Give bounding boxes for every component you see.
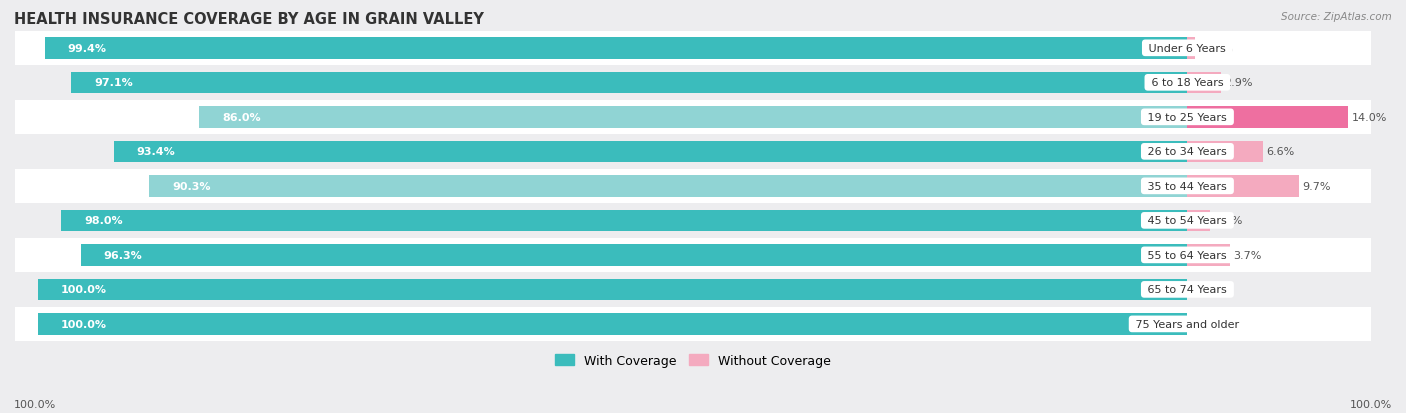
Bar bbox=[15, 66, 1371, 100]
Text: 86.0%: 86.0% bbox=[222, 113, 260, 123]
Text: 98.0%: 98.0% bbox=[84, 216, 122, 226]
Text: 35 to 44 Years: 35 to 44 Years bbox=[1144, 181, 1230, 191]
Text: 99.4%: 99.4% bbox=[67, 44, 107, 54]
Bar bbox=[38, 313, 1188, 335]
Bar bbox=[15, 238, 1371, 273]
Text: 93.4%: 93.4% bbox=[136, 147, 176, 157]
Text: 6 to 18 Years: 6 to 18 Years bbox=[1147, 78, 1227, 88]
Text: 14.0%: 14.0% bbox=[1351, 113, 1388, 123]
Text: 0.0%: 0.0% bbox=[1191, 285, 1219, 295]
Text: 2.9%: 2.9% bbox=[1225, 78, 1253, 88]
Text: 6.6%: 6.6% bbox=[1267, 147, 1295, 157]
Bar bbox=[149, 176, 1188, 197]
Text: 100.0%: 100.0% bbox=[60, 319, 107, 329]
Bar bbox=[72, 72, 1188, 94]
Text: 55 to 64 Years: 55 to 64 Years bbox=[1144, 250, 1230, 260]
Legend: With Coverage, Without Coverage: With Coverage, Without Coverage bbox=[551, 349, 835, 372]
Bar bbox=[15, 169, 1371, 204]
Bar bbox=[1188, 176, 1299, 197]
Bar bbox=[1188, 244, 1230, 266]
Text: 0.65%: 0.65% bbox=[1198, 44, 1233, 54]
Text: 100.0%: 100.0% bbox=[60, 285, 107, 295]
Bar bbox=[15, 100, 1371, 135]
Text: Source: ZipAtlas.com: Source: ZipAtlas.com bbox=[1281, 12, 1392, 22]
Text: 90.3%: 90.3% bbox=[173, 181, 211, 191]
Bar bbox=[60, 210, 1188, 232]
Text: HEALTH INSURANCE COVERAGE BY AGE IN GRAIN VALLEY: HEALTH INSURANCE COVERAGE BY AGE IN GRAI… bbox=[14, 12, 484, 27]
Text: 96.3%: 96.3% bbox=[104, 250, 142, 260]
Bar bbox=[198, 107, 1188, 128]
Text: 2.0%: 2.0% bbox=[1213, 216, 1243, 226]
Bar bbox=[80, 244, 1188, 266]
Bar bbox=[1188, 107, 1348, 128]
Bar bbox=[114, 141, 1188, 163]
Text: 9.7%: 9.7% bbox=[1302, 181, 1331, 191]
Text: 26 to 34 Years: 26 to 34 Years bbox=[1144, 147, 1230, 157]
Bar bbox=[1188, 72, 1220, 94]
Text: 100.0%: 100.0% bbox=[14, 399, 56, 409]
Text: 100.0%: 100.0% bbox=[1350, 399, 1392, 409]
Bar bbox=[15, 204, 1371, 238]
Bar bbox=[1188, 210, 1211, 232]
Bar bbox=[1188, 141, 1263, 163]
Text: 0.0%: 0.0% bbox=[1191, 319, 1219, 329]
Text: 3.7%: 3.7% bbox=[1233, 250, 1261, 260]
Bar bbox=[15, 31, 1371, 66]
Text: Under 6 Years: Under 6 Years bbox=[1146, 44, 1229, 54]
Bar bbox=[15, 135, 1371, 169]
Bar bbox=[15, 307, 1371, 341]
Text: 19 to 25 Years: 19 to 25 Years bbox=[1144, 113, 1230, 123]
Bar bbox=[38, 279, 1188, 300]
Text: 65 to 74 Years: 65 to 74 Years bbox=[1144, 285, 1230, 295]
Text: 75 Years and older: 75 Years and older bbox=[1132, 319, 1243, 329]
Bar bbox=[15, 273, 1371, 307]
Text: 97.1%: 97.1% bbox=[94, 78, 134, 88]
Bar bbox=[45, 38, 1188, 59]
Text: 45 to 54 Years: 45 to 54 Years bbox=[1144, 216, 1230, 226]
Bar bbox=[1188, 38, 1195, 59]
